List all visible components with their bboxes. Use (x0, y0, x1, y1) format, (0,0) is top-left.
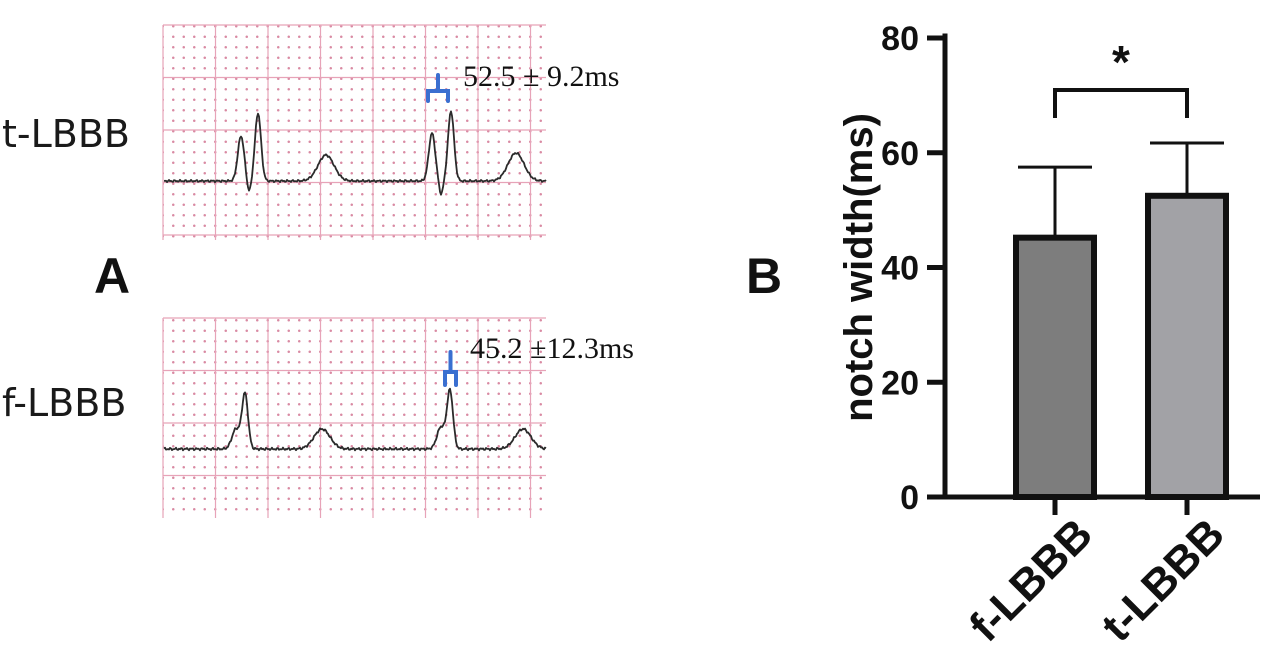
panel-letter-a: A (94, 248, 130, 304)
measurement-t-lbbb: 52.5 ± 9.2ms (463, 60, 619, 93)
y-tick-label: 60 (881, 135, 919, 173)
measurement-f-lbbb: 45.2 ±12.3ms (470, 332, 634, 365)
ecg-trace-f-lbbb (163, 387, 547, 452)
ecg-grid-bottom (162, 317, 546, 518)
x-tick-label: t-LBBB (1092, 509, 1234, 648)
significance-marker: * (1112, 36, 1130, 88)
ecg-trace-t-lbbb (163, 110, 547, 196)
ecg-strip-bottom: f-LBBB 45.2 ±12.3ms (2, 317, 634, 518)
significance-bracket (1053, 88, 1189, 118)
strip-label-f-lbbb: f-LBBB (2, 381, 126, 425)
y-axis-title: notch width(ms) (837, 113, 881, 422)
bar-t-lbbb (1145, 192, 1229, 500)
panel-a: t-LBBB 52.5 ± 9.2ms A f-LBBB 45.2 ±12.3m… (2, 24, 634, 518)
ecg-grid-top (162, 24, 546, 240)
ecg-grid-dots (163, 318, 546, 518)
bar-f-lbbb (1013, 234, 1097, 500)
ecg-grid-dots (163, 25, 546, 240)
y-tick-label: 20 (881, 364, 919, 402)
x-tick-label: f-LBBB (960, 509, 1102, 648)
panel-letter-b: B (746, 248, 782, 304)
y-tick-label: 80 (881, 20, 919, 58)
y-tick-label: 40 (881, 250, 919, 288)
notch-bracket-t-lbbb (426, 73, 450, 103)
y-tick-label: 0 (900, 479, 919, 517)
notch-bracket-f-lbbb (443, 350, 458, 387)
strip-label-t-lbbb: t-LBBB (2, 112, 130, 156)
ecg-strip-top: t-LBBB 52.5 ± 9.2ms (2, 24, 619, 240)
